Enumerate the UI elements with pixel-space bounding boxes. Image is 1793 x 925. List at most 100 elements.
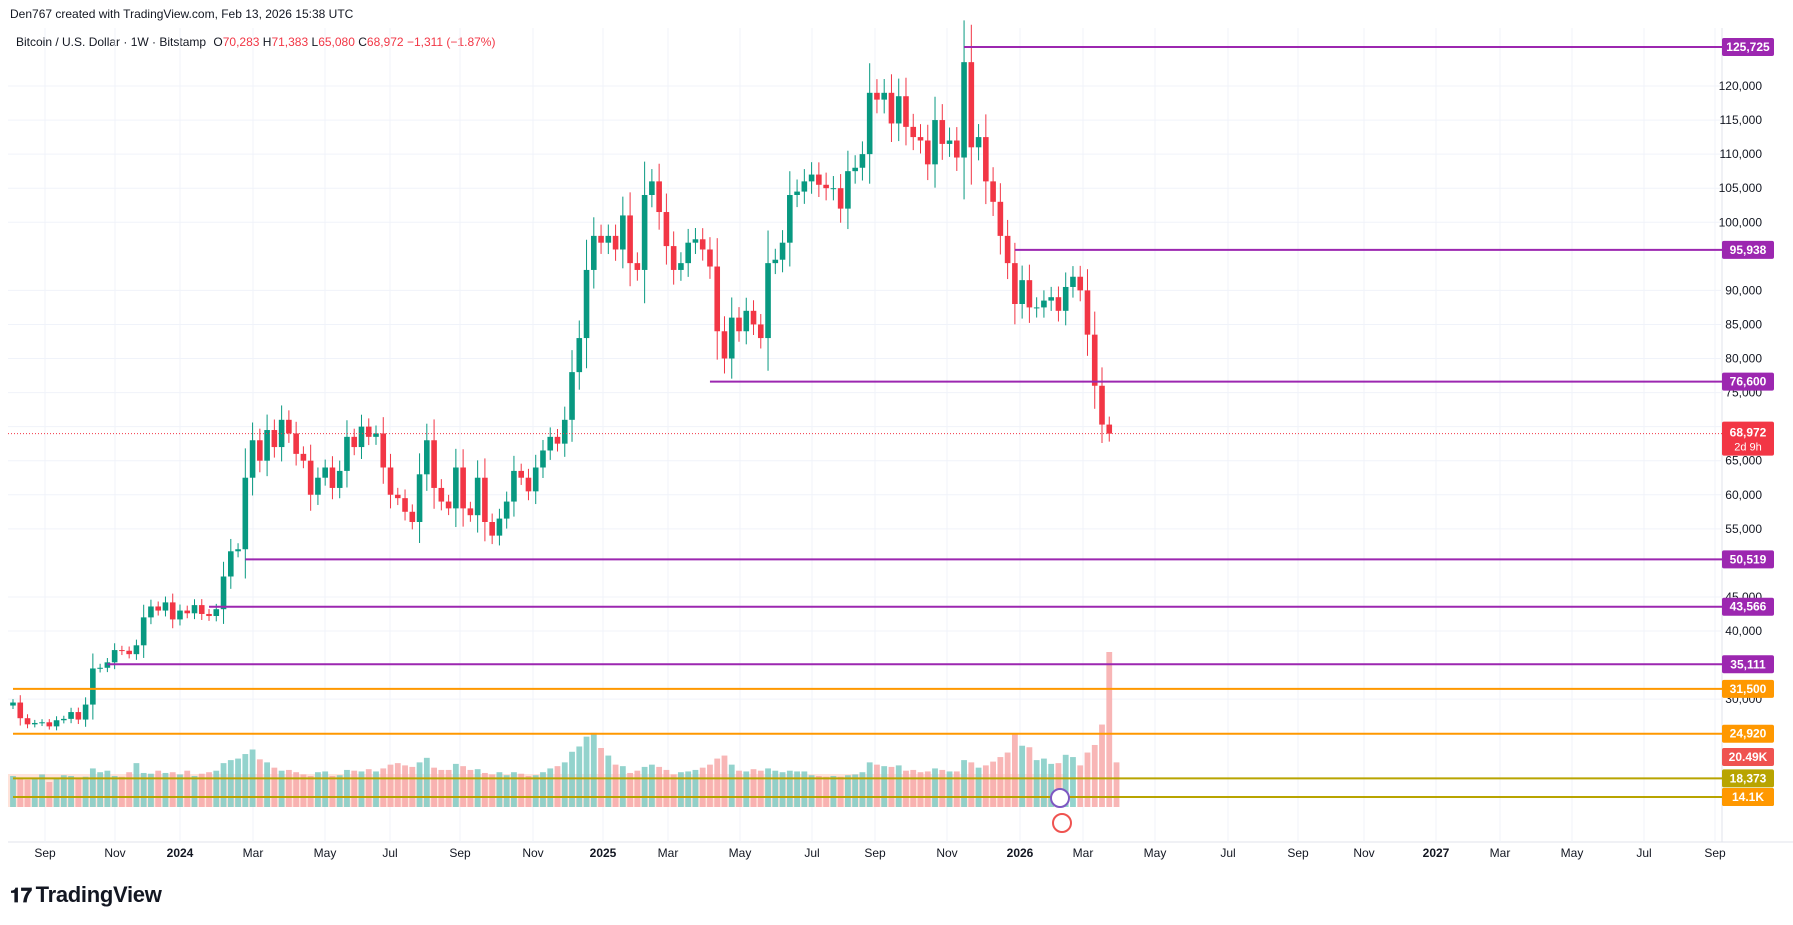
candle-body[interactable] bbox=[598, 235, 604, 243]
candle-body[interactable] bbox=[532, 467, 539, 492]
candle-body[interactable] bbox=[1055, 297, 1062, 311]
candle-body[interactable] bbox=[424, 440, 430, 475]
candle-body[interactable] bbox=[656, 181, 662, 213]
candle-body[interactable] bbox=[1070, 276, 1076, 287]
candle-body[interactable] bbox=[68, 712, 74, 719]
candle-body[interactable] bbox=[757, 324, 764, 339]
candle-body[interactable] bbox=[264, 430, 270, 461]
candle-body[interactable] bbox=[380, 433, 387, 468]
candle-body[interactable] bbox=[39, 722, 45, 724]
candle-body[interactable] bbox=[801, 181, 808, 192]
candle-body[interactable] bbox=[1091, 334, 1098, 386]
candle-body[interactable] bbox=[837, 188, 844, 209]
candle-body[interactable] bbox=[627, 215, 633, 264]
candle-body[interactable] bbox=[540, 450, 546, 468]
candle-body[interactable] bbox=[924, 140, 931, 165]
candle-body[interactable] bbox=[474, 477, 481, 516]
candle-body[interactable] bbox=[903, 96, 909, 127]
candle-body[interactable] bbox=[126, 650, 132, 655]
candle-body[interactable] bbox=[140, 617, 147, 646]
candle-body[interactable] bbox=[881, 92, 887, 100]
candle-body[interactable] bbox=[148, 606, 154, 618]
level-badge[interactable] bbox=[1722, 240, 1774, 259]
candle-body[interactable] bbox=[184, 610, 191, 614]
candle-body[interactable] bbox=[24, 718, 31, 725]
candle-body[interactable] bbox=[569, 372, 575, 420]
candle-body[interactable] bbox=[830, 188, 837, 190]
candle-body[interactable] bbox=[460, 467, 466, 509]
candle-body[interactable] bbox=[133, 645, 140, 655]
candle-body[interactable] bbox=[365, 426, 372, 437]
candle-body[interactable] bbox=[431, 440, 437, 488]
candle-body[interactable] bbox=[561, 419, 568, 444]
candle-body[interactable] bbox=[518, 470, 524, 478]
candle-body[interactable] bbox=[1077, 276, 1084, 291]
candle-body[interactable] bbox=[591, 235, 597, 270]
candle-body[interactable] bbox=[1106, 424, 1113, 434]
last-price-badge[interactable] bbox=[1722, 421, 1774, 456]
candle-body[interactable] bbox=[794, 191, 800, 195]
candle-body[interactable] bbox=[416, 474, 423, 522]
candle-body[interactable] bbox=[286, 419, 292, 434]
candle-body[interactable] bbox=[307, 460, 314, 495]
candle-body[interactable] bbox=[736, 317, 742, 332]
candle-body[interactable] bbox=[1026, 280, 1033, 308]
candle-body[interactable] bbox=[394, 494, 401, 499]
candle-body[interactable] bbox=[990, 181, 996, 202]
level-badge[interactable] bbox=[1722, 655, 1774, 674]
candle-body[interactable] bbox=[946, 140, 953, 144]
candle-body[interactable] bbox=[685, 242, 691, 264]
candle-body[interactable] bbox=[489, 522, 495, 536]
candle-body[interactable] bbox=[1048, 297, 1054, 301]
candle-body[interactable] bbox=[445, 501, 452, 509]
candle-body[interactable] bbox=[1084, 290, 1091, 335]
candle-body[interactable] bbox=[728, 317, 735, 359]
candle-body[interactable] bbox=[351, 436, 358, 448]
lightning-event-icon[interactable] bbox=[1050, 788, 1070, 808]
candle-body[interactable] bbox=[808, 174, 815, 182]
candle-body[interactable] bbox=[482, 477, 488, 522]
candle-body[interactable] bbox=[975, 137, 982, 148]
candle-body[interactable] bbox=[220, 576, 227, 610]
candle-body[interactable] bbox=[874, 92, 880, 100]
candle-body[interactable] bbox=[511, 470, 517, 502]
candle-body[interactable] bbox=[119, 650, 125, 652]
candle-body[interactable] bbox=[888, 92, 895, 124]
candle-body[interactable] bbox=[954, 140, 960, 158]
candle-body[interactable] bbox=[1041, 300, 1047, 308]
candle-body[interactable] bbox=[53, 720, 60, 727]
us-flag-event-icon[interactable] bbox=[1052, 813, 1072, 833]
candle-body[interactable] bbox=[1033, 307, 1040, 309]
candle-body[interactable] bbox=[816, 174, 822, 185]
candle-body[interactable] bbox=[300, 453, 307, 461]
candle-body[interactable] bbox=[206, 613, 212, 617]
level-badge[interactable] bbox=[1722, 769, 1774, 788]
candle-body[interactable] bbox=[257, 440, 263, 461]
candle-body[interactable] bbox=[228, 551, 234, 577]
candle-body[interactable] bbox=[692, 239, 699, 243]
candle-body[interactable] bbox=[90, 668, 96, 705]
candle-body[interactable] bbox=[75, 712, 82, 720]
candle-body[interactable] bbox=[336, 470, 343, 488]
candle-body[interactable] bbox=[242, 477, 249, 550]
tradingview-brand[interactable]: 𝟏𝟕 TradingView bbox=[10, 882, 162, 908]
candle-body[interactable] bbox=[61, 718, 67, 721]
symbol-legend[interactable]: Bitcoin / U.S. Dollar · 1W · Bitstamp O7… bbox=[16, 35, 495, 49]
candle-body[interactable] bbox=[714, 266, 721, 332]
level-badge[interactable] bbox=[1722, 597, 1774, 616]
candle-body[interactable] bbox=[823, 184, 829, 189]
candle-body[interactable] bbox=[663, 212, 670, 247]
candle-body[interactable] bbox=[496, 518, 503, 536]
level-badge[interactable] bbox=[1722, 37, 1774, 56]
candle-body[interactable] bbox=[554, 436, 561, 444]
candle-body[interactable] bbox=[438, 487, 445, 502]
candle-body[interactable] bbox=[162, 602, 169, 611]
candle-body[interactable] bbox=[997, 201, 1004, 236]
candle-body[interactable] bbox=[1019, 280, 1025, 304]
candle-body[interactable] bbox=[1012, 263, 1018, 304]
candle-body[interactable] bbox=[699, 239, 706, 250]
candle-body[interactable] bbox=[169, 602, 176, 620]
candle-body[interactable] bbox=[620, 215, 626, 250]
candle-body[interactable] bbox=[678, 263, 684, 270]
candle-body[interactable] bbox=[453, 467, 459, 509]
